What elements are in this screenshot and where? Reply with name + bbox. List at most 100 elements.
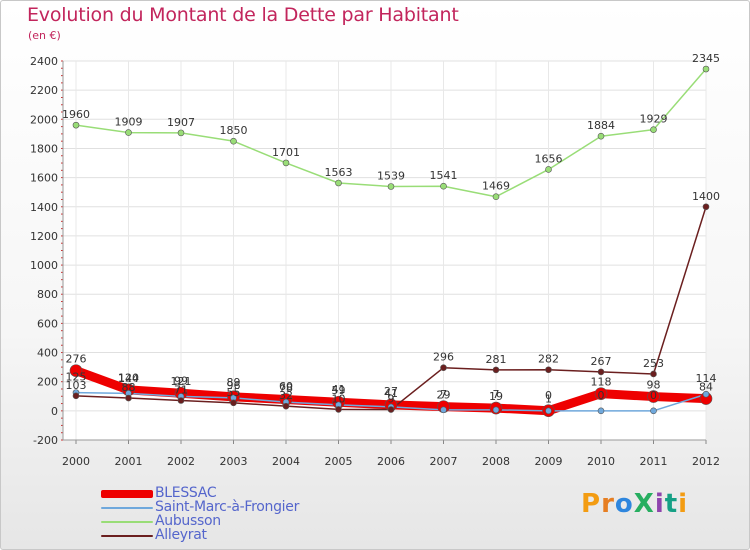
proxiti-logo: ProXiti (581, 489, 689, 519)
data-label-aubusson: 1541 (430, 169, 458, 182)
data-label-saint-marc: 114 (696, 372, 717, 385)
data-label-blessac: 121 (171, 375, 192, 388)
data-label-alleyrat: 10 (332, 392, 346, 405)
x-tick-label: 2000 (62, 455, 90, 468)
y-tick-label: 400 (37, 347, 58, 360)
data-label-blessac: 1 (545, 393, 552, 406)
data-point-alleyrat (177, 397, 185, 404)
data-label-alleyrat: 296 (433, 351, 454, 364)
data-point-aubusson (702, 65, 710, 73)
data-point-alleyrat (702, 203, 710, 211)
y-tick-label: 200 (37, 376, 58, 389)
legend-item-aubusson: Aubusson (101, 513, 361, 529)
data-label-aubusson: 1907 (167, 116, 195, 129)
data-label-blessac: 59 (332, 384, 346, 397)
x-tick-label: 2002 (167, 455, 195, 468)
legend-item-alleyrat: Alleyrat (101, 527, 361, 543)
y-tick-label: 2400 (30, 55, 58, 68)
data-point-aubusson (125, 129, 132, 136)
chart-subtitle: (en €) (28, 29, 61, 42)
data-label-saint-marc: 0 (650, 389, 657, 402)
y-tick-label: 1000 (30, 259, 58, 272)
data-point-blessac (647, 390, 660, 403)
data-label-aubusson: 1563 (325, 166, 353, 179)
data-label-blessac: 276 (66, 353, 87, 366)
data-label-aubusson: 1469 (482, 180, 510, 193)
data-label-alleyrat: 71 (174, 383, 188, 396)
y-tick-label: 800 (37, 288, 58, 301)
legend-swatch-blessac (101, 490, 153, 498)
data-point-alleyrat (125, 394, 132, 402)
data-label-aubusson: 1701 (272, 146, 300, 159)
data-label-blessac: 78 (279, 381, 293, 394)
chart-legend: BLESSAC Saint-Marc-à-Frongier Aubusson A… (101, 485, 361, 543)
data-point-aubusson (230, 137, 237, 145)
x-tick-label: 2005 (325, 455, 353, 468)
data-label-aubusson: 1884 (587, 119, 615, 132)
x-tick-label: 2009 (535, 455, 563, 468)
data-label-saint-marc: 99 (174, 374, 188, 387)
data-label-blessac: 19 (489, 390, 503, 403)
data-label-saint-marc: 7 (493, 388, 500, 401)
legend-label-saint-marc: Saint-Marc-à-Frongier (155, 499, 300, 515)
chart-title: Evolution du Montant de la Dette par Hab… (27, 4, 459, 26)
legend-swatch-aubusson (101, 521, 153, 523)
x-tick-label: 2006 (377, 455, 405, 468)
data-point-saint-marc (597, 407, 605, 415)
data-label-aubusson: 1850 (220, 124, 248, 137)
data-label-blessac: 96 (227, 379, 241, 392)
data-point-saint-marc (492, 406, 500, 414)
data-label-aubusson: 1960 (62, 108, 90, 121)
data-label-aubusson: 2345 (692, 52, 720, 65)
data-label-alleyrat: 9 (388, 393, 395, 406)
data-label-blessac: 144 (118, 372, 139, 385)
y-tick-label: -200 (33, 434, 58, 447)
x-tick-label: 2012 (692, 455, 720, 468)
y-tick-label: 0 (51, 405, 58, 418)
data-label-alleyrat: 103 (66, 379, 87, 392)
data-point-alleyrat (72, 392, 80, 400)
data-point-saint-marc (650, 407, 657, 415)
data-label-blessac: 41 (384, 387, 398, 400)
data-point-alleyrat (335, 406, 342, 413)
data-label-alleyrat: 253 (643, 357, 664, 370)
data-label-saint-marc: 27 (384, 385, 398, 398)
data-point-alleyrat (282, 402, 290, 410)
legend-swatch-saint-marc (101, 507, 153, 509)
data-point-aubusson (492, 193, 500, 201)
legend-item-saint-marc: Saint-Marc-à-Frongier (101, 499, 361, 515)
data-point-aubusson (440, 182, 447, 190)
legend-item-blessac: BLESSAC (101, 485, 361, 501)
data-label-blessac: 118 (591, 376, 612, 389)
data-label-alleyrat: 32 (279, 389, 293, 402)
data-label-saint-marc: 60 (279, 380, 293, 393)
data-label-saint-marc: 7 (440, 388, 447, 401)
data-point-alleyrat (597, 368, 605, 376)
data-label-blessac: 98 (647, 379, 661, 392)
y-tick-label: 1400 (30, 201, 58, 214)
x-tick-label: 2007 (430, 455, 458, 468)
data-point-aubusson (177, 129, 185, 137)
data-point-blessac (69, 364, 83, 377)
data-point-aubusson (597, 132, 605, 140)
data-label-aubusson: 1909 (115, 116, 143, 129)
data-label-alleyrat: 282 (538, 353, 559, 366)
data-point-saint-marc (440, 406, 447, 414)
data-point-alleyrat (387, 406, 395, 413)
data-label-saint-marc: 89 (227, 376, 241, 389)
x-tick-label: 2001 (115, 455, 143, 468)
x-tick-label: 2008 (482, 455, 510, 468)
data-label-aubusson: 1929 (640, 113, 668, 126)
data-point-alleyrat (230, 399, 237, 407)
plot-area (63, 61, 706, 440)
data-label-saint-marc: 0 (598, 389, 605, 402)
data-label-aubusson: 1539 (377, 170, 405, 183)
y-tick-label: 2000 (30, 113, 58, 126)
data-point-aubusson (545, 166, 552, 173)
y-tick-label: 600 (37, 317, 58, 330)
data-label-aubusson: 1656 (535, 152, 563, 165)
x-tick-label: 2004 (272, 455, 300, 468)
data-label-saint-marc: 125 (66, 371, 87, 384)
